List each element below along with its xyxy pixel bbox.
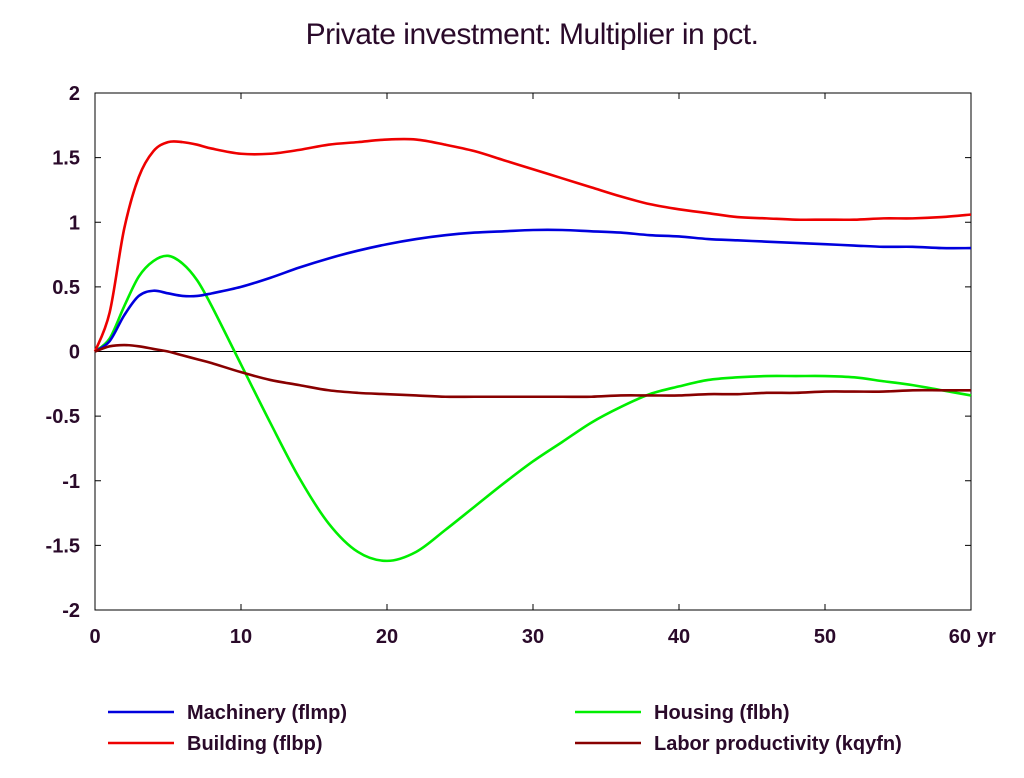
axes: 2 1.5 1 0.5 0 -0.5 -1 -1.5 -2 0 10 20 30 40 50 60 yr — [46, 83, 997, 648]
legend-label: Machinery (flmp) — [187, 702, 347, 724]
x-tick-label: 40 — [668, 626, 690, 648]
legend-item-building: Building (flbp) — [108, 733, 323, 755]
y-tick-label: -1.5 — [46, 535, 80, 557]
legend-item-labor-productivity: Labor productivity (kqyfn) — [575, 733, 902, 755]
x-tick-label: 0 — [89, 626, 100, 648]
x-tick-label: 20 — [376, 626, 398, 648]
series-line-machinery — [94, 228, 972, 353]
y-tick-label: 0.5 — [52, 277, 80, 299]
y-tick-label: 2 — [69, 83, 80, 105]
legend: Machinery (flmp) Building (flbp) Housing (… — [108, 702, 902, 755]
y-tick-label: -1 — [62, 471, 80, 493]
y-tick-label: 0 — [69, 342, 80, 364]
y-tick-label: 1 — [69, 212, 80, 234]
legend-label: Housing (flbh) — [654, 702, 790, 724]
legend-label: Building (flbp) — [187, 733, 323, 755]
legend-item-housing: Housing (flbh) — [575, 702, 790, 724]
y-tick-label: -2 — [62, 600, 80, 622]
legend-item-machinery: Machinery (flmp) — [108, 702, 347, 724]
x-tick-label: 50 — [814, 626, 836, 648]
y-tick-label: -0.5 — [46, 406, 80, 428]
legend-label: Labor productivity (kqyfn) — [654, 733, 902, 755]
series-line-labor-productivity — [94, 343, 972, 399]
y-tick-label: 1.5 — [52, 148, 80, 170]
series-line-housing — [94, 254, 972, 563]
x-unit-label: yr — [977, 626, 996, 648]
series-line-building — [93, 137, 972, 352]
x-tick-label: 10 — [230, 626, 252, 648]
x-tick-label: 30 — [522, 626, 544, 648]
series-lines — [93, 137, 972, 563]
x-tick-label: 60 — [949, 626, 971, 648]
chart-title: Private investment: Multiplier in pct. — [305, 18, 759, 51]
